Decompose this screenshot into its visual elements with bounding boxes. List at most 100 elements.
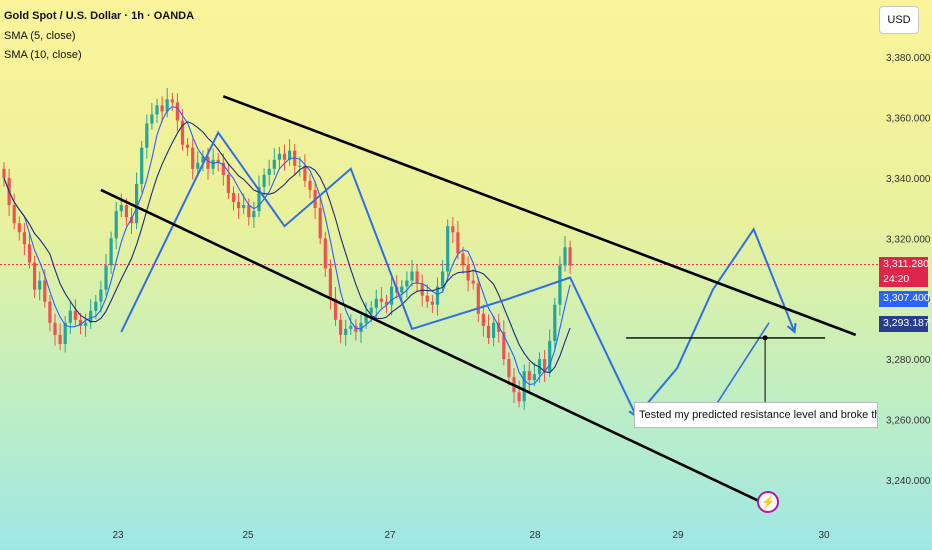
candle-body [114,211,118,239]
candle-body [502,331,506,360]
x-tick-label: 23 [112,530,124,541]
candle-body [339,319,343,335]
candle-body [53,322,57,335]
currency-button[interactable]: USD [879,6,919,34]
candle-body [226,174,230,193]
candle-body [68,310,72,323]
candle-body [522,371,526,402]
projection-path [120,130,797,426]
candle-body [216,159,220,163]
candle-body [282,153,287,160]
candle-body [257,186,261,212]
candle-body [390,286,394,305]
candle-body [405,280,409,287]
candle-body [247,205,251,218]
candle-body [507,359,511,378]
candle-body [242,205,246,209]
candle-body [109,238,113,266]
candle-body [568,247,572,266]
candle-body [476,283,480,314]
candle-body [548,340,552,372]
candle-body [481,313,485,326]
candle-body [435,286,440,305]
x-tick-label: 28 [529,530,541,541]
candle-body [288,150,292,160]
y-tick-label: 3,280.000 [886,355,931,366]
x-tick-label: 27 [384,530,396,541]
candle-body [201,156,205,163]
sma10-legend[interactable]: SMA (10, close) [4,49,82,61]
candle-body [2,168,6,178]
candle-body [400,286,404,293]
candle-body [277,153,281,160]
candle-body [175,102,179,121]
x-tick-label: 25 [242,530,254,541]
candle-body [63,322,67,344]
lightning-icon[interactable]: ⚡ [757,491,779,513]
candle-body [27,244,32,263]
x-axis-labels: 23 25 27 28 29 30 [112,530,830,541]
projection-arrowhead [786,322,797,334]
candle-body [155,105,159,115]
candle-body [104,265,108,290]
candle-body [78,319,83,326]
candle-body [43,280,47,302]
lower-trendline [100,188,760,503]
upper-trendline [222,95,857,337]
candle-body [563,247,567,266]
candle-body [99,289,103,302]
y-tick-label: 3,320.000 [886,234,931,245]
candle-body [318,208,322,239]
annotation-anchor [762,335,768,341]
candle-body [298,165,302,167]
candle-body [231,192,236,203]
candle-body [252,211,256,218]
candle-body [170,99,174,103]
candle-body [420,283,424,296]
candle-body [48,301,52,323]
candle-body [58,334,62,344]
candle-body [532,374,536,381]
candle-body [492,322,496,338]
candle-body [344,328,348,335]
candle-body [89,310,93,323]
candle-body [160,105,164,112]
sma5-price-tag: 3,307.400 [879,291,930,307]
candle-body [33,262,37,290]
candle-body [145,123,149,148]
candles [2,87,572,410]
candle-body [349,325,353,329]
trendlines [100,95,857,503]
candle-body [84,322,88,326]
candle-body [359,322,363,332]
candle-body [374,298,378,308]
symbol-title: Gold Spot / U.S. Dollar · 1h · OANDA [4,10,195,22]
candle-body [461,253,465,266]
candle-body [486,325,491,338]
candle-body [38,280,42,290]
candle-body [410,271,414,281]
candle-body [517,392,521,402]
candle-body [206,156,210,169]
candle-body [471,280,475,284]
x-tick-label: 29 [672,530,684,541]
candle-body [12,205,16,224]
candle-body [456,232,460,254]
candle-body [140,147,144,184]
candle-body [135,183,139,224]
annotation-note[interactable]: Tested my predicted resistance level and… [634,402,878,428]
candle-body [323,238,327,269]
candle-body [237,202,241,209]
candle-body [364,313,368,323]
bar-countdown: 24:20 [883,273,910,285]
sma-lines [3,106,571,385]
candle-body [165,99,169,112]
candle-body [262,174,266,187]
candle-body [415,271,419,284]
y-tick-label: 3,240.000 [886,476,931,487]
candle-body [446,226,450,272]
sma5-legend[interactable]: SMA (5, close) [4,30,76,42]
candle-body [451,226,455,233]
